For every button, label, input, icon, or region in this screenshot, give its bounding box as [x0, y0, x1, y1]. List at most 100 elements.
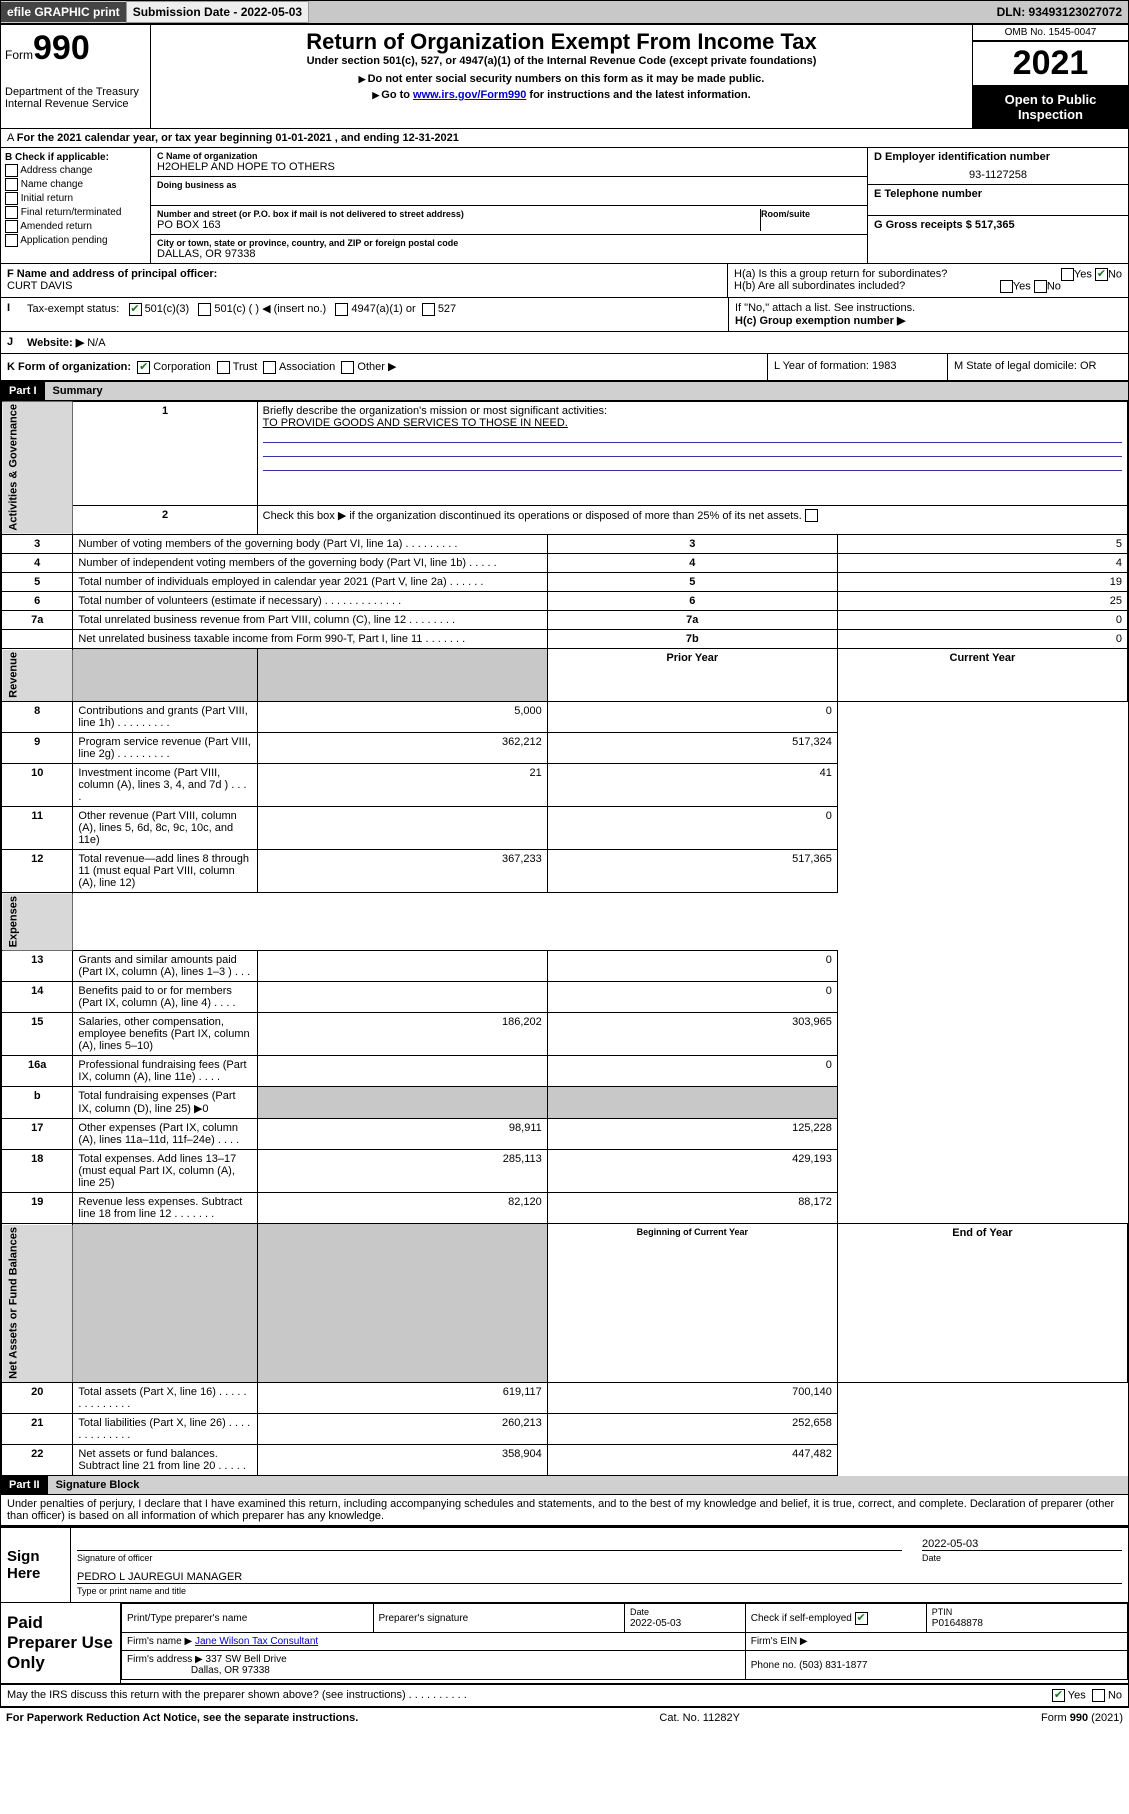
checkbox-initial-return[interactable]: Initial return — [5, 192, 146, 205]
paid-preparer-block: Paid Preparer Use Only Print/Type prepar… — [1, 1603, 1128, 1685]
q2-text: Check this box ▶ if the organization dis… — [257, 505, 1127, 534]
table-row: 11Other revenue (Part VIII, column (A), … — [2, 807, 1128, 850]
org-city: DALLAS, OR 97338 — [157, 248, 861, 260]
hdr-current: Current Year — [837, 649, 1127, 702]
checkbox-application-pending[interactable]: Application pending — [5, 234, 146, 247]
table-row: 8Contributions and grants (Part VIII, li… — [2, 702, 1128, 733]
ptin-value: P01648878 — [932, 1618, 983, 1629]
sign-here-label: Sign Here — [1, 1528, 71, 1602]
may-discuss-row: May the IRS discuss this return with the… — [1, 1685, 1128, 1706]
chk-discuss-yes[interactable] — [1052, 1689, 1065, 1702]
table-row: 22Net assets or fund balances. Subtract … — [2, 1445, 1128, 1476]
form-word: Form — [5, 48, 33, 62]
page-footer: For Paperwork Reduction Act Notice, see … — [0, 1707, 1129, 1728]
sign-block: Sign Here Signature of officer 2022-05-0… — [1, 1526, 1128, 1603]
chk-4947[interactable] — [335, 303, 348, 316]
pra-notice: For Paperwork Reduction Act Notice, see … — [6, 1712, 358, 1724]
table-row: 9Program service revenue (Part VIII, lin… — [2, 733, 1128, 764]
firm-ein-label: Firm's EIN ▶ — [745, 1633, 1127, 1651]
chk-assoc[interactable] — [263, 361, 276, 374]
table-row: 13Grants and similar amounts paid (Part … — [2, 951, 1128, 982]
cat-no: Cat. No. 11282Y — [659, 1712, 740, 1724]
form-title: Return of Organization Exempt From Incom… — [155, 29, 968, 55]
side-expenses: Expenses — [2, 893, 73, 951]
firm-addr1: 337 SW Bell Drive — [206, 1654, 287, 1665]
hb-row: H(b) Are all subordinates included? Yes … — [734, 280, 1122, 292]
perjury-declaration: Under penalties of perjury, I declare th… — [1, 1495, 1128, 1526]
dln: DLN: 93493123027072 — [991, 2, 1128, 22]
m-state: M State of legal domicile: OR — [948, 354, 1128, 380]
table-row: 16aProfessional fundraising fees (Part I… — [2, 1056, 1128, 1087]
form-number: 990 — [33, 29, 90, 67]
summary-table: Activities & Governance 1 Briefly descri… — [1, 401, 1128, 1477]
table-row: 21Total liabilities (Part X, line 26) . … — [2, 1414, 1128, 1445]
row-i: I Tax-exempt status: 501(c)(3) 501(c) ( … — [1, 298, 1128, 332]
c-name-label: C Name of organization — [157, 151, 861, 161]
officer-name: CURT DAVIS — [7, 280, 721, 292]
table-row: 19Revenue less expenses. Subtract line 1… — [2, 1193, 1128, 1224]
table-row: 7aTotal unrelated business revenue from … — [2, 611, 1128, 630]
open-public: Open to Public Inspection — [973, 86, 1128, 128]
pt-name-label: Print/Type preparer's name — [122, 1604, 374, 1633]
checkbox-name-change[interactable]: Name change — [5, 178, 146, 191]
col-b-checkboxes: B Check if applicable: Address change Na… — [1, 148, 151, 263]
side-revenue: Revenue — [2, 649, 73, 702]
addr-label: Number and street (or P.O. box if mail i… — [157, 209, 760, 219]
part1-header: Part ISummary — [1, 382, 1128, 401]
org-name: H2OHELP AND HOPE TO OTHERS — [157, 161, 861, 173]
hdr-end: End of Year — [837, 1224, 1127, 1383]
submission-date: Submission Date - 2022-05-03 — [126, 1, 309, 23]
checkbox-final-return-terminated[interactable]: Final return/terminated — [5, 206, 146, 219]
firm-name-link[interactable]: Jane Wilson Tax Consultant — [195, 1636, 318, 1647]
hb-note: If "No," attach a list. See instructions… — [735, 302, 1122, 314]
table-row: 20Total assets (Part X, line 16) . . . .… — [2, 1383, 1128, 1414]
checkbox-amended-return[interactable]: Amended return — [5, 220, 146, 233]
subtitle-3: Go to www.irs.gov/Form990 for instructio… — [155, 89, 968, 101]
part2-header: Part IISignature Block — [1, 1476, 1128, 1495]
table-row: 14Benefits paid to or for members (Part … — [2, 982, 1128, 1013]
table-row: 6Total number of volunteers (estimate if… — [2, 592, 1128, 611]
table-row: 3Number of voting members of the governi… — [2, 535, 1128, 554]
chk-trust[interactable] — [217, 361, 230, 374]
paid-preparer-label: Paid Preparer Use Only — [1, 1603, 121, 1683]
tax-year: 2021 — [973, 41, 1128, 86]
section-b-c-d: B Check if applicable: Address change Na… — [1, 148, 1128, 264]
checkbox-address-change[interactable]: Address change — [5, 164, 146, 177]
form-header: Form990 Department of the Treasury Inter… — [1, 25, 1128, 129]
table-row: 5Total number of individuals employed in… — [2, 573, 1128, 592]
irs-link[interactable]: www.irs.gov/Form990 — [413, 89, 526, 101]
ha-row: H(a) Is this a group return for subordin… — [734, 268, 1122, 280]
chk-501c3[interactable] — [129, 303, 142, 316]
chk-corp[interactable] — [137, 361, 150, 374]
irs-label: Internal Revenue Service — [5, 98, 146, 110]
chk-discuss-no[interactable] — [1092, 1689, 1105, 1702]
chk-501c[interactable] — [198, 303, 211, 316]
phone-label: Phone no. (503) 831-1877 — [745, 1651, 1127, 1680]
pt-sig-label: Preparer's signature — [373, 1604, 625, 1633]
b-header: B Check if applicable: — [5, 152, 146, 163]
q1-text: Briefly describe the organization's miss… — [263, 405, 607, 417]
omb-number: OMB No. 1545-0047 — [973, 25, 1128, 41]
sign-date: 2022-05-03 — [922, 1538, 978, 1550]
efile-print-button[interactable]: efile GRAPHIC print — [1, 2, 126, 22]
chk-527[interactable] — [422, 303, 435, 316]
ein-value: 93-1127258 — [874, 169, 1122, 181]
table-row: Net unrelated business taxable income fr… — [2, 630, 1128, 649]
room-label: Room/suite — [761, 209, 861, 219]
ein-label: D Employer identification number — [874, 151, 1122, 163]
col-d: D Employer identification number 93-1127… — [868, 148, 1128, 263]
table-row: 18Total expenses. Add lines 13–17 (must … — [2, 1150, 1128, 1193]
chk-other[interactable] — [341, 361, 354, 374]
f-label: F Name and address of principal officer: — [7, 268, 721, 280]
officer-printed-name: PEDRO L JAUREGUI MANAGER — [77, 1571, 242, 1583]
subtitle-1: Under section 501(c), 527, or 4947(a)(1)… — [155, 55, 968, 67]
dba-label: Doing business as — [157, 180, 861, 190]
chk-self-employed[interactable] — [855, 1612, 868, 1625]
form-990: Form990 Department of the Treasury Inter… — [0, 24, 1129, 1707]
form-ref: Form 990 (2021) — [1041, 1712, 1123, 1724]
table-row: 4Number of independent voting members of… — [2, 554, 1128, 573]
table-row: bTotal fundraising expenses (Part IX, co… — [2, 1087, 1128, 1119]
table-row: 10Investment income (Part VIII, column (… — [2, 764, 1128, 807]
table-row: 15Salaries, other compensation, employee… — [2, 1013, 1128, 1056]
row-k: K Form of organization: Corporation Trus… — [1, 354, 1128, 382]
